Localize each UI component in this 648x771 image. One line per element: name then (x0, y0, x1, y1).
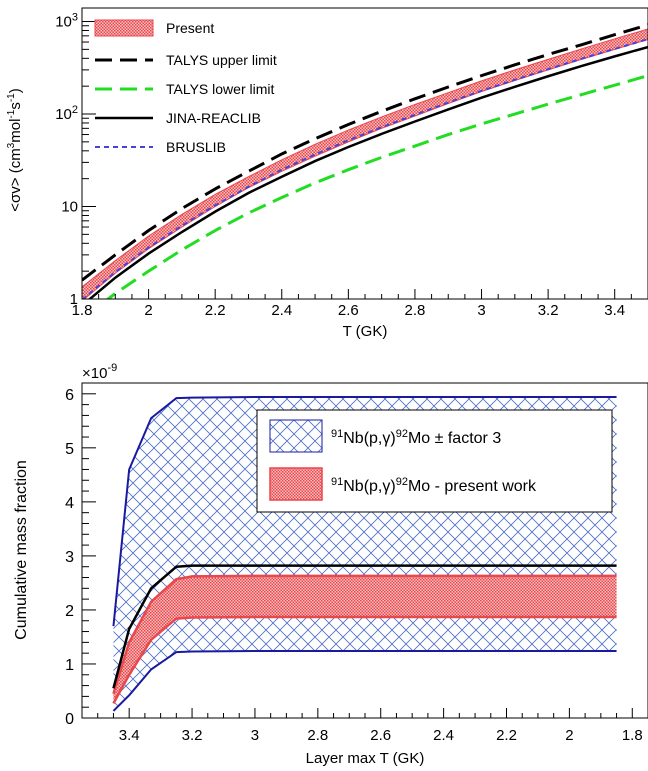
y-multiplier: ×10-9 (82, 362, 117, 382)
legend-item-present: Present (94, 19, 214, 37)
legend-label: 91Nb(p,γ)92Mo - present work (331, 476, 537, 495)
series-band-upper-edge (112, 396, 617, 627)
x-tick-label: 1.8 (72, 302, 93, 319)
legend-item-jina-reaclib: JINA-REACLIB (95, 110, 261, 126)
y-tick-label: 1 (70, 291, 78, 308)
mass-fraction-chart: 3.4 3.2 3 2.8 2.6 2.4 2.2 2 1.8 0 1 2 3 4 5 6 ×10-9 Cum… (13, 362, 648, 767)
series-line-bruslib (82, 38, 648, 299)
reaction-rate-chart: 1.8 2 2.2 2.4 2.6 2.8 3 3.2 3.4 1 10 102 103 <σv> (c… (6, 7, 648, 340)
x-axis-label: Layer max T (GK) (306, 750, 425, 767)
series-line-jina-reaclib (87, 45, 648, 299)
x-tick-label: 2 (565, 727, 573, 744)
series-line-reference (112, 564, 617, 689)
y-tick-label: 0 (65, 711, 74, 728)
y-tick-label: 6 (65, 387, 74, 404)
x-axis-label: T (GK) (343, 323, 388, 340)
x-tick-label: 2.2 (496, 727, 517, 744)
y-tick-label: 1 (65, 657, 74, 674)
mass-fraction-axes: 3.4 3.2 3 2.8 2.6 2.4 2.2 2 1.8 0 1 2 3 4 5 6 (65, 387, 643, 744)
x-tick-label: 1.8 (622, 727, 643, 744)
legend-label: 91Nb(p,γ)92Mo ± factor 3 (331, 428, 501, 447)
y-tick-label: 10 (61, 199, 78, 216)
x-tick-label: 3 (477, 302, 485, 319)
series-band-lower-edge (112, 615, 617, 705)
series-band-lower-edge (83, 38, 648, 299)
series-line-talys-lower-limit (105, 74, 648, 299)
x-tick-label: 2.6 (370, 727, 391, 744)
y-tick-label: 3 (65, 549, 74, 566)
series-band-present (113, 575, 617, 704)
legend-label: TALYS lower limit (166, 81, 275, 97)
legend-item-present-work: 91Nb(p,γ)92Mo - present work (269, 467, 537, 501)
x-tick-label: 2.6 (338, 302, 359, 319)
y-tick-label: 2 (65, 603, 74, 620)
legend-swatch-present-work (269, 467, 323, 501)
y-tick-label: 102 (55, 104, 78, 123)
reaction-rate-series (82, 23, 648, 299)
legend-item-talys-lower: TALYS lower limit (95, 81, 275, 97)
y-tick-label: 5 (65, 441, 74, 458)
x-tick-label: 2 (144, 302, 152, 319)
legend-label: TALYS upper limit (166, 52, 277, 68)
y-axis-label: <σv> (cm3mol-1s-1) (6, 88, 24, 211)
x-tick-label: 3.4 (119, 727, 140, 744)
series-band-upper-edge (112, 574, 617, 695)
y-axis-label: Cumulative mass fraction (13, 460, 30, 640)
series-band-lower-edge (112, 650, 617, 712)
x-tick-label: 2.4 (433, 727, 454, 744)
y-tick-label: 103 (55, 12, 78, 31)
legend-label: JINA-REACLIB (166, 110, 261, 126)
x-tick-label: 2.8 (405, 302, 426, 319)
x-tick-label: 3 (251, 727, 259, 744)
legend: Present TALYS upper limit TALYS lower li… (94, 19, 277, 155)
y-tick-label: 4 (65, 495, 74, 512)
legend-item-talys-upper: TALYS upper limit (95, 52, 277, 68)
x-tick-label: 3.2 (182, 727, 203, 744)
legend-label: Present (166, 20, 214, 36)
legend: 91Nb(p,γ)92Mo ± factor 3 91Nb(p,γ)92Mo -… (256, 409, 613, 513)
x-tick-label: 2.8 (307, 727, 328, 744)
x-tick-label: 3.4 (604, 302, 625, 319)
legend-label: BRUSLIB (166, 139, 226, 155)
legend-item-bruslib: BRUSLIB (95, 139, 226, 155)
x-tick-label: 3.2 (538, 302, 559, 319)
reaction-rate-axes: 1.8 2 2.2 2.4 2.6 2.8 3 3.2 3.4 1 10 102 103 (55, 12, 648, 319)
x-tick-label: 2.4 (271, 302, 292, 319)
series-band-upper-edge (82, 28, 648, 288)
legend-item-factor3: 91Nb(p,γ)92Mo ± factor 3 (269, 419, 501, 453)
legend-swatch-factor3 (269, 419, 323, 453)
legend-swatch-present (94, 19, 154, 37)
x-tick-label: 2.2 (205, 302, 226, 319)
series-line-talys-upper-limit (82, 23, 648, 282)
